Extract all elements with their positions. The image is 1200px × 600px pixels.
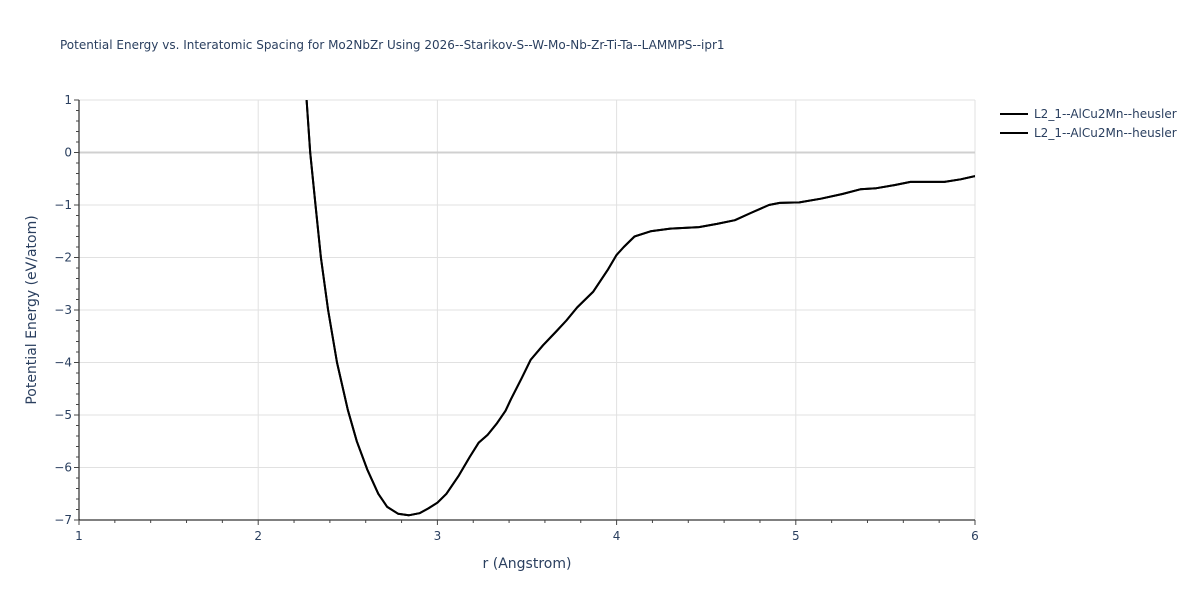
y-axis-title: Potential Energy (eV/atom) — [24, 215, 40, 404]
x-tick-label: 3 — [434, 529, 442, 543]
x-tick-label: 2 — [254, 529, 262, 543]
y-tick-label: −6 — [54, 461, 72, 475]
series-line — [305, 100, 975, 517]
x-tick-label: 4 — [613, 529, 621, 543]
legend-item[interactable]: L2_1--AlCu2Mn--heusler — [1000, 107, 1177, 121]
legend-label: L2_1--AlCu2Mn--heusler — [1034, 107, 1177, 121]
legend-item[interactable]: L2_1--AlCu2Mn--heusler — [1000, 126, 1177, 140]
legend: L2_1--AlCu2Mn--heusler L2_1--AlCu2Mn--he… — [1000, 107, 1177, 140]
x-tick-label: 5 — [792, 529, 800, 543]
y-tick-label: −4 — [54, 356, 72, 370]
x-tick-label: 6 — [971, 529, 979, 543]
y-tick-label: −7 — [54, 513, 72, 527]
x-axis-title: r (Angstrom) — [483, 556, 572, 572]
legend-label: L2_1--AlCu2Mn--heusler — [1034, 126, 1177, 140]
y-tick-label: −1 — [54, 198, 72, 212]
data-lines — [305, 100, 975, 517]
y-tick-label: −5 — [54, 408, 72, 422]
series-line — [305, 100, 975, 517]
gridlines — [79, 99, 976, 520]
y-tick-label: −3 — [54, 303, 72, 317]
x-tick-label: 1 — [75, 529, 83, 543]
y-tick-label: 1 — [64, 93, 72, 107]
y-tick-label: −2 — [54, 251, 72, 265]
chart-title: Potential Energy vs. Interatomic Spacing… — [60, 38, 725, 52]
y-tick-label: 0 — [64, 146, 72, 160]
axes: 1 2 3 4 5 6 1 0 −1 −2 −3 −4 −5 −6 −7 — [54, 93, 979, 543]
